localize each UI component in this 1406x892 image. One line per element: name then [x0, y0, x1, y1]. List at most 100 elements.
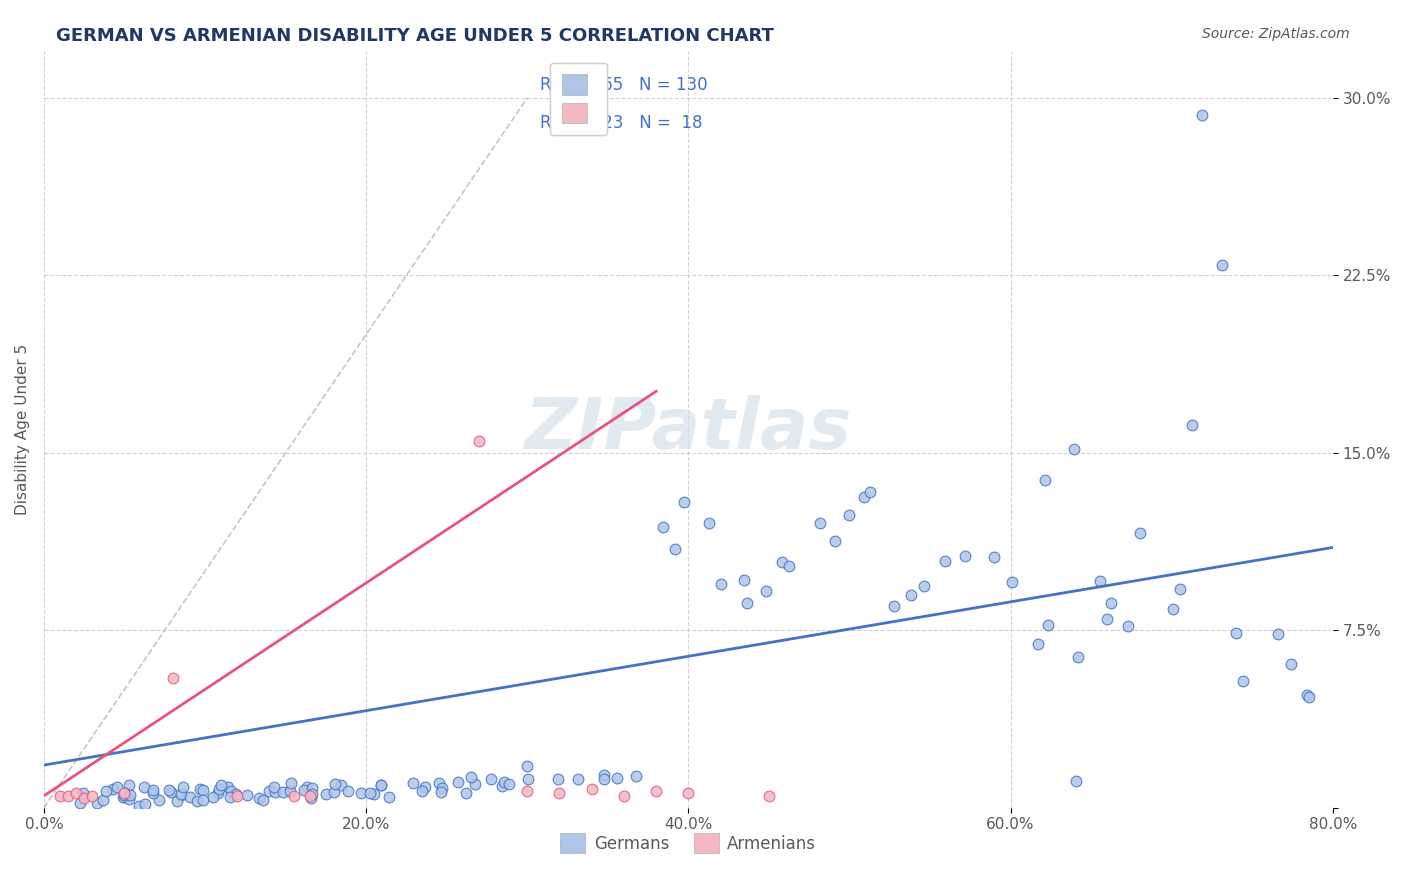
Point	[247, 790, 270, 805]
Point	[900, 588, 922, 602]
Point	[56, 789, 79, 803]
Point	[430, 785, 453, 799]
Point	[142, 786, 165, 800]
Point	[283, 789, 305, 803]
Y-axis label: Disability Age Under 5: Disability Age Under 5	[15, 343, 30, 515]
Point	[359, 786, 381, 800]
Point	[664, 541, 686, 556]
Point	[468, 434, 491, 448]
Point	[295, 780, 318, 794]
Point	[179, 789, 201, 804]
Point	[160, 785, 183, 799]
Point	[581, 781, 603, 796]
Point	[118, 778, 141, 792]
Point	[427, 776, 450, 790]
Point	[547, 772, 569, 786]
Point	[170, 788, 193, 802]
Point	[298, 789, 321, 803]
Point	[1064, 773, 1087, 788]
Point	[157, 783, 180, 797]
Point	[370, 778, 392, 792]
Point	[1225, 625, 1247, 640]
Point	[280, 776, 302, 790]
Text: R = 0.565   N = 130: R = 0.565 N = 130	[540, 76, 707, 94]
Point	[411, 783, 433, 797]
Point	[1088, 574, 1111, 588]
Point	[516, 759, 538, 773]
Point	[170, 788, 193, 802]
Point	[852, 490, 875, 504]
Point	[548, 787, 571, 801]
Point	[983, 549, 1005, 564]
Point	[301, 790, 323, 805]
Text: R = 0.523   N =  18: R = 0.523 N = 18	[540, 113, 703, 132]
Point	[186, 795, 208, 809]
Point	[592, 768, 614, 782]
Point	[1036, 618, 1059, 632]
Point	[758, 789, 780, 803]
Point	[377, 790, 399, 805]
Point	[257, 784, 280, 798]
Point	[446, 775, 468, 789]
Point	[201, 790, 224, 805]
Text: Source: ZipAtlas.com: Source: ZipAtlas.com	[1202, 27, 1350, 41]
Point	[188, 781, 211, 796]
Point	[1063, 442, 1085, 456]
Point	[606, 772, 628, 786]
Point	[49, 789, 72, 803]
Point	[464, 777, 486, 791]
Point	[166, 794, 188, 808]
Point	[516, 784, 538, 798]
Text: GERMAN VS ARMENIAN DISABILITY AGE UNDER 5 CORRELATION CHART: GERMAN VS ARMENIAN DISABILITY AGE UNDER …	[56, 27, 775, 45]
Point	[1168, 582, 1191, 596]
Point	[217, 780, 239, 795]
Point	[370, 778, 392, 792]
Point	[824, 533, 846, 548]
Point	[101, 781, 124, 796]
Point	[1161, 602, 1184, 616]
Point	[955, 549, 977, 564]
Point	[460, 770, 482, 784]
Point	[498, 777, 520, 791]
Point	[678, 787, 700, 801]
Point	[710, 577, 733, 591]
Point	[148, 793, 170, 807]
Point	[934, 554, 956, 568]
Point	[114, 786, 136, 800]
Point	[107, 780, 129, 795]
Point	[402, 776, 425, 790]
Point	[209, 777, 232, 791]
Point	[697, 516, 720, 531]
Point	[111, 790, 134, 805]
Point	[859, 484, 882, 499]
Point	[323, 777, 346, 791]
Point	[1129, 526, 1152, 541]
Point	[1067, 650, 1090, 665]
Point	[735, 596, 758, 610]
Point	[430, 781, 453, 796]
Point	[218, 790, 240, 805]
Point	[1191, 108, 1213, 122]
Point	[492, 774, 515, 789]
Point	[770, 555, 793, 569]
Point	[1026, 637, 1049, 651]
Point	[1033, 473, 1056, 487]
Point	[225, 787, 247, 801]
Point	[363, 787, 385, 801]
Point	[613, 789, 636, 803]
Point	[1296, 689, 1319, 703]
Point	[1001, 575, 1024, 590]
Point	[733, 573, 755, 587]
Point	[517, 772, 540, 787]
Point	[592, 772, 614, 786]
Point	[271, 785, 294, 799]
Point	[252, 793, 274, 807]
Point	[1211, 258, 1233, 272]
Point	[134, 797, 156, 811]
Point	[1095, 612, 1118, 626]
Point	[1099, 596, 1122, 610]
Point	[118, 792, 141, 806]
Point	[315, 787, 337, 801]
Point	[755, 583, 778, 598]
Point	[645, 784, 668, 798]
